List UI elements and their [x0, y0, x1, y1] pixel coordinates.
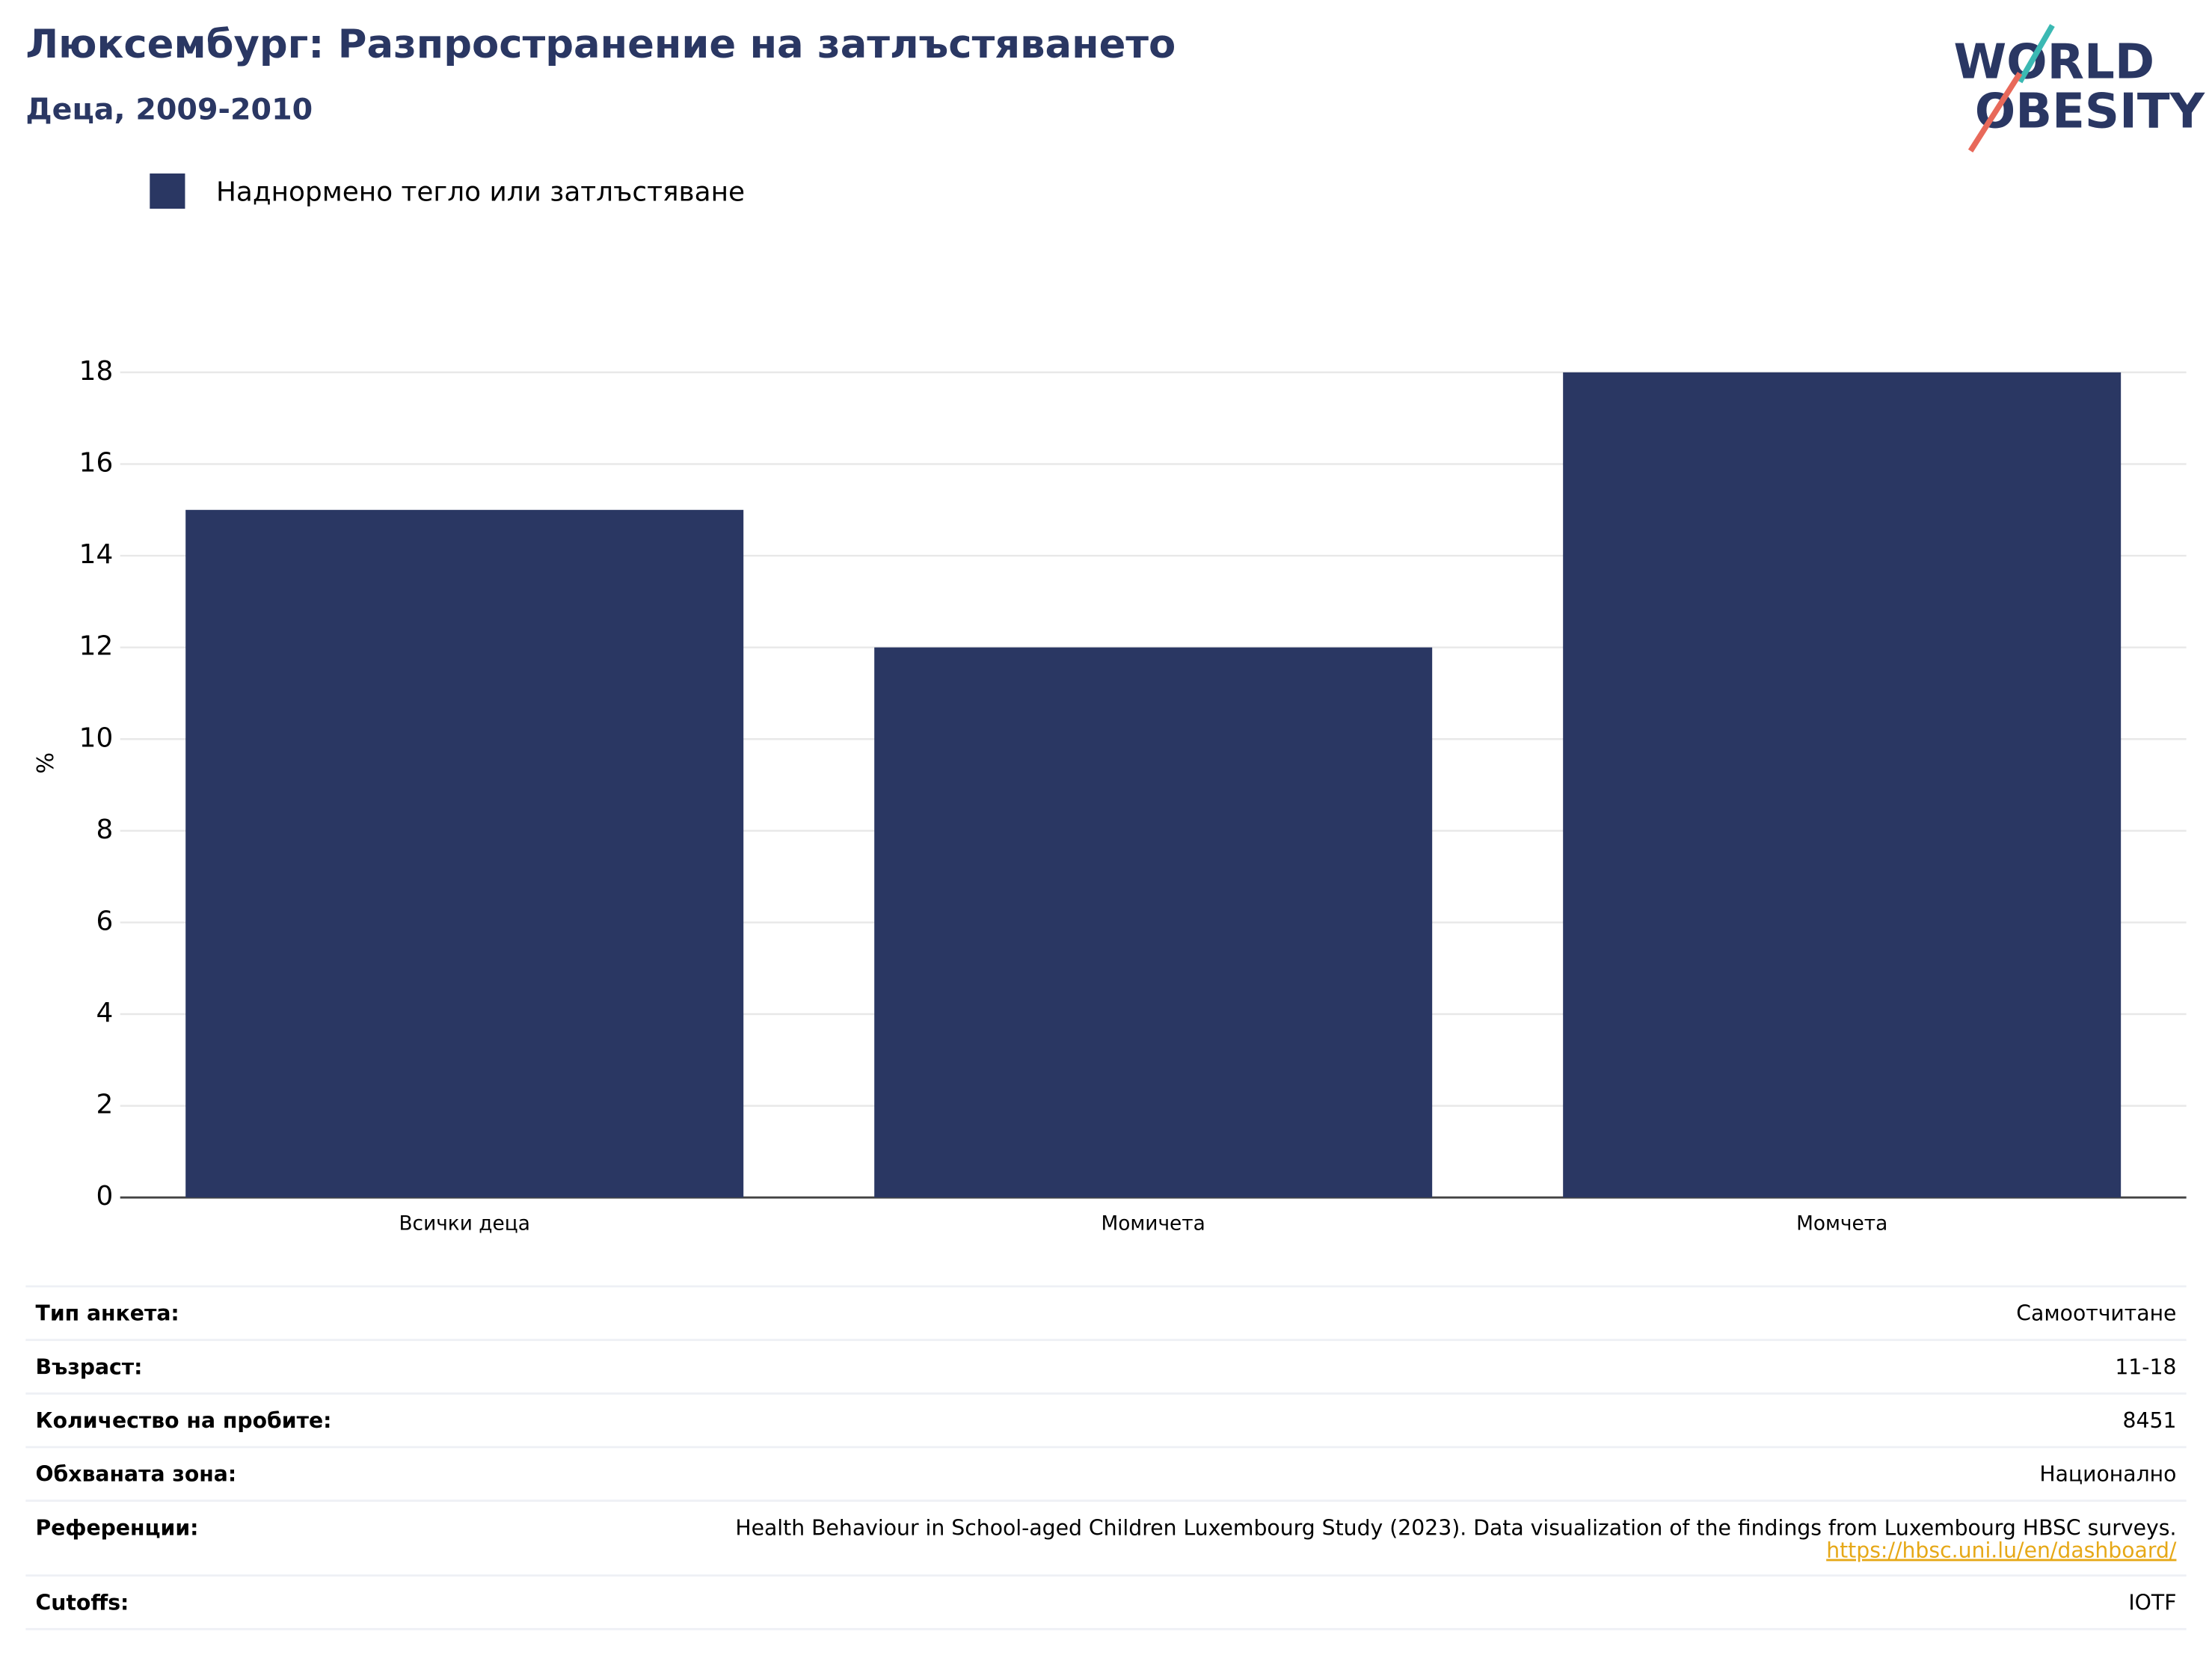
y-tick-label: 16	[79, 447, 114, 478]
y-tick-label: 12	[79, 631, 114, 662]
row-value: IOTF	[2128, 1590, 2176, 1615]
y-tick-label: 0	[96, 1181, 113, 1212]
row-value: Национално	[2039, 1462, 2176, 1487]
row-label: Количество на пробите:	[36, 1408, 332, 1433]
y-tick-label: 8	[96, 814, 113, 845]
reference-link: https://hbsc.uni.lu/en/dashboard/	[1826, 1538, 2177, 1563]
chart-subtitle: Деца, 2009-2010	[25, 92, 313, 126]
row-label: Обхваната зона:	[36, 1462, 237, 1487]
logo-text: OBESITY	[1975, 83, 2206, 139]
legend-swatch	[150, 173, 185, 209]
x-tick-label: Момичета	[1102, 1212, 1205, 1235]
y-tick-label: 4	[96, 998, 113, 1028]
bar	[874, 647, 1433, 1198]
x-tick-label: Всички деца	[399, 1212, 529, 1235]
logo-slash	[1967, 72, 2023, 153]
logo-text: WORLD	[1953, 34, 2154, 90]
y-tick-label: 6	[96, 906, 113, 936]
chart-title: Люксембург: Разпространение на затлъстяв…	[25, 22, 1176, 67]
row-value: 8451	[2123, 1408, 2177, 1433]
y-tick-label: 18	[79, 356, 114, 387]
legend-label: Наднормено тегло или затлъстяване	[216, 176, 745, 207]
logo-slash	[2017, 24, 2055, 84]
row-value: 11-18	[2115, 1354, 2176, 1379]
row-value: Самоотчитане	[2016, 1301, 2176, 1326]
row-label: Cutoffs:	[36, 1590, 129, 1615]
bar	[185, 509, 744, 1198]
row-label: Възраст:	[36, 1354, 143, 1379]
y-tick-label: 14	[79, 539, 114, 570]
x-tick-label: Момчета	[1796, 1212, 1887, 1235]
row-label: Тип анкета:	[36, 1301, 179, 1326]
row-value: Health Behaviour in School-aged Children…	[735, 1515, 2176, 1540]
row-label: Референции:	[36, 1515, 199, 1540]
y-tick-label: 2	[96, 1090, 113, 1120]
logo: WORLD OBESITY	[1953, 24, 2206, 153]
y-tick-label: 10	[79, 722, 114, 753]
bar	[1563, 372, 2122, 1198]
y-axis-label: %	[33, 752, 59, 774]
